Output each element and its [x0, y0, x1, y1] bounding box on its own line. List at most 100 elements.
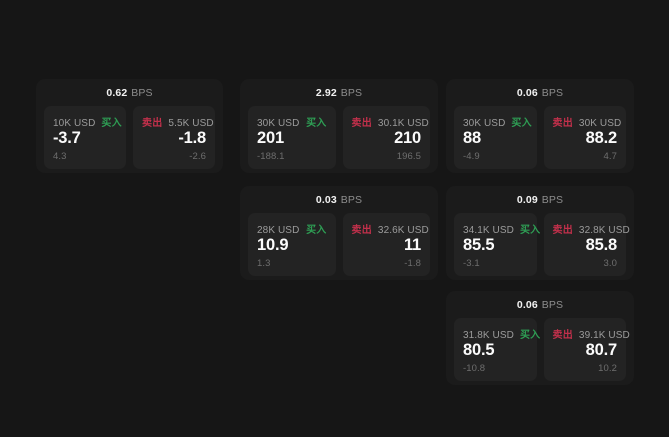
bid-cell[interactable]: 30K USD 买入 201 -188.1	[248, 106, 336, 170]
quote-sides: 28K USD 买入 10.9 1.3 卖出 32.6K USD 11 -1.8	[248, 213, 430, 277]
ask-size-label: 32.6K USD	[377, 225, 429, 236]
ask-action-label[interactable]: 卖出	[552, 118, 573, 129]
bid-delta: -3.1	[463, 258, 480, 270]
ask-cell[interactable]: 卖出 30.1K USD 210 196.5	[342, 106, 430, 170]
ask-cell[interactable]: 卖出 39.1K USD 80.7 10.2	[543, 318, 630, 382]
ask-price: -1.8	[178, 129, 206, 147]
bps-header: 0.62 BPS	[44, 87, 215, 99]
bps-unit-label: BPS	[340, 87, 363, 99]
ask-delta: -2.6	[189, 151, 206, 163]
quote-card[interactable]: 0.03 BPS 28K USD 买入 10.9 1.3 卖出 32.6K US…	[240, 186, 438, 280]
bid-action-label[interactable]: 买入	[306, 225, 327, 236]
bps-header: 0.03 BPS	[248, 194, 430, 206]
bid-action-label[interactable]: 买入	[306, 118, 327, 129]
ask-price: 80.7	[585, 341, 618, 359]
ask-delta: -1.8	[404, 258, 421, 270]
ask-price: 11	[403, 236, 421, 254]
ask-header: 卖出 5.5K USD	[142, 114, 214, 129]
quote-card[interactable]: 0.09 BPS 34.1K USD 买入 85.5 -3.1 卖出 32.8K…	[446, 186, 634, 280]
bps-header: 0.06 BPS	[454, 299, 626, 311]
bid-cell[interactable]: 30K USD 买入 88 -4.9	[454, 106, 537, 170]
bps-value: 2.92	[315, 87, 337, 99]
ask-header: 卖出 30.1K USD	[351, 114, 429, 129]
ask-delta: 196.5	[396, 151, 421, 163]
bps-header: 0.06 BPS	[454, 87, 626, 99]
bid-delta: -4.9	[463, 151, 480, 163]
quote-sides: 31.8K USD 买入 80.5 -10.8 卖出 39.1K USD 80.…	[454, 318, 630, 382]
bid-size-label: 30K USD	[257, 118, 300, 129]
quote-card[interactable]: 2.92 BPS 30K USD 买入 201 -188.1 卖出 30.1K …	[240, 79, 438, 173]
quote-card[interactable]: 0.06 BPS 31.8K USD 买入 80.5 -10.8 卖出 39.1…	[446, 291, 634, 385]
bid-action-label[interactable]: 买入	[519, 330, 541, 341]
bps-unit-label: BPS	[541, 194, 564, 206]
ask-header: 卖出 32.6K USD	[351, 221, 429, 236]
ask-delta: 10.2	[598, 363, 617, 375]
bps-unit-label: BPS	[541, 87, 564, 99]
bps-value: 0.09	[516, 194, 538, 206]
ask-price: 88.2	[585, 129, 618, 147]
bid-cell[interactable]: 34.1K USD 买入 85.5 -3.1	[454, 213, 540, 277]
bid-size-label: 28K USD	[257, 225, 300, 236]
bid-cell[interactable]: 31.8K USD 买入 80.5 -10.8	[454, 318, 540, 382]
ask-size-label: 30.1K USD	[377, 118, 429, 129]
bps-value: 0.62	[106, 87, 128, 99]
ask-price: 85.8	[585, 236, 618, 254]
ask-price: 210	[394, 129, 421, 147]
bid-size-label: 31.8K USD	[463, 330, 514, 341]
bid-action-label[interactable]: 买入	[519, 225, 541, 236]
bps-unit-label: BPS	[131, 87, 153, 99]
bid-delta: -10.8	[463, 363, 486, 375]
ask-size-label: 32.8K USD	[578, 225, 630, 236]
ask-header: 卖出 30K USD	[552, 114, 622, 129]
ask-cell[interactable]: 卖出 32.6K USD 11 -1.8	[342, 213, 430, 277]
bid-price: 88	[463, 129, 481, 147]
bid-header: 30K USD 买入	[257, 114, 327, 129]
bid-action-label[interactable]: 买入	[511, 118, 532, 129]
bps-value: 0.03	[315, 194, 337, 206]
ask-action-label[interactable]: 卖出	[351, 225, 372, 236]
ask-size-label: 39.1K USD	[578, 330, 630, 341]
ask-action-label[interactable]: 卖出	[552, 225, 573, 236]
ask-cell[interactable]: 卖出 30K USD 88.2 4.7	[543, 106, 626, 170]
bid-size-label: 10K USD	[53, 118, 96, 129]
ask-size-label: 5.5K USD	[168, 118, 214, 129]
bid-header: 10K USD 买入	[53, 114, 122, 129]
quote-card[interactable]: 0.62 BPS 10K USD 买入 -3.7 4.3 卖出 5.5K USD…	[36, 79, 223, 173]
ask-header: 卖出 39.1K USD	[552, 326, 630, 341]
bid-cell[interactable]: 10K USD 买入 -3.7 4.3	[44, 106, 126, 170]
bid-size-label: 30K USD	[463, 118, 506, 129]
bid-price: 10.9	[257, 236, 289, 254]
bid-delta: -188.1	[257, 151, 285, 163]
quote-card[interactable]: 0.06 BPS 30K USD 买入 88 -4.9 卖出 30K USD 8…	[446, 79, 634, 173]
bps-header: 2.92 BPS	[248, 87, 430, 99]
quote-sides: 30K USD 买入 201 -188.1 卖出 30.1K USD 210 1…	[248, 106, 430, 170]
ask-size-label: 30K USD	[578, 118, 622, 129]
bid-size-label: 34.1K USD	[463, 225, 514, 236]
bid-price: 80.5	[463, 341, 495, 359]
ask-delta: 3.0	[603, 258, 617, 270]
bid-price: 201	[257, 129, 284, 147]
ask-action-label[interactable]: 卖出	[351, 118, 372, 129]
quote-sides: 34.1K USD 买入 85.5 -3.1 卖出 32.8K USD 85.8…	[454, 213, 630, 277]
bid-price: -3.7	[53, 129, 81, 147]
bid-cell[interactable]: 28K USD 买入 10.9 1.3	[248, 213, 336, 277]
ask-cell[interactable]: 卖出 32.8K USD 85.8 3.0	[543, 213, 630, 277]
ask-delta: 4.7	[603, 151, 617, 163]
bps-unit-label: BPS	[340, 194, 363, 206]
bps-value: 0.06	[516, 299, 538, 311]
bid-header: 34.1K USD 买入	[463, 221, 540, 236]
bps-value: 0.06	[516, 87, 538, 99]
bid-price: 85.5	[463, 236, 495, 254]
bid-header: 30K USD 买入	[463, 114, 532, 129]
ask-action-label[interactable]: 卖出	[552, 330, 573, 341]
ask-action-label[interactable]: 卖出	[142, 118, 163, 129]
bid-header: 28K USD 买入	[257, 221, 327, 236]
bid-action-label[interactable]: 买入	[101, 118, 122, 129]
ask-header: 卖出 32.8K USD	[552, 221, 630, 236]
bid-delta: 4.3	[53, 151, 67, 163]
bid-header: 31.8K USD 买入	[463, 326, 540, 341]
bid-delta: 1.3	[257, 258, 271, 270]
bps-header: 0.09 BPS	[454, 194, 626, 206]
ask-cell[interactable]: 卖出 5.5K USD -1.8 -2.6	[133, 106, 215, 170]
